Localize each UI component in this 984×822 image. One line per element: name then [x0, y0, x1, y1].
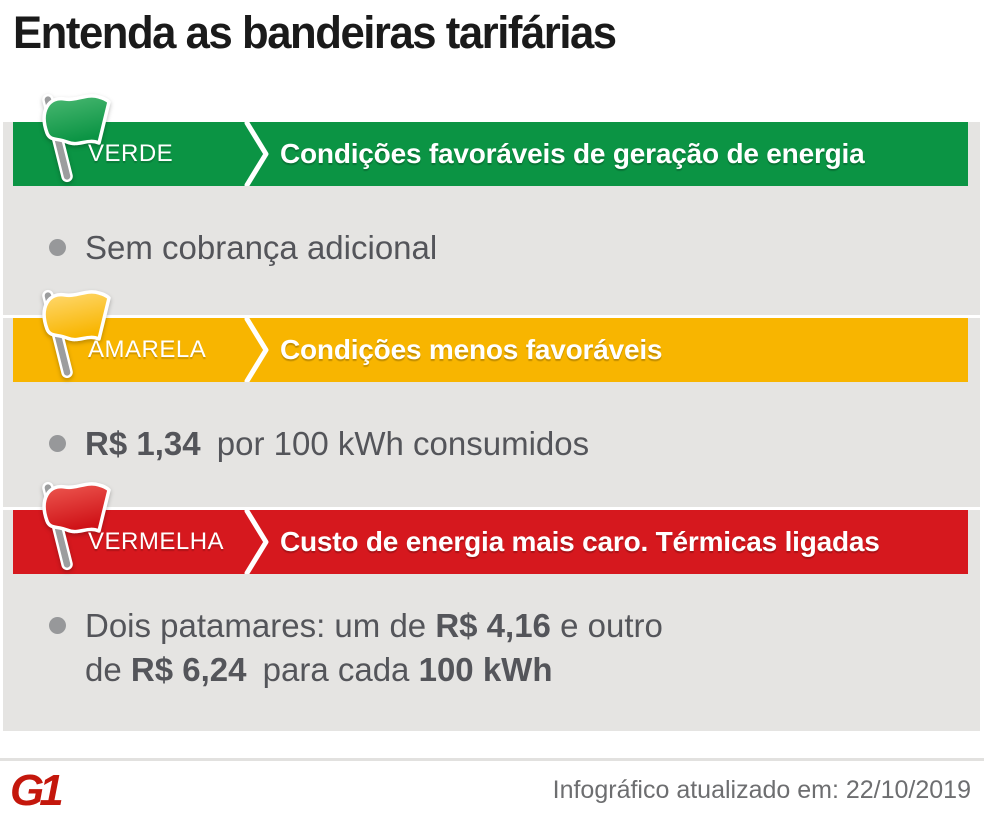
text-segment: para cada: [253, 651, 419, 688]
chevron-right-icon: [244, 316, 270, 384]
text-segment: por 100 kWh consumidos: [207, 425, 590, 462]
band-verde-description: Condições favoráveis de geração de energ…: [280, 138, 865, 169]
band-verde-label: VERDE: [88, 140, 174, 167]
text-segment: R$ 4,16: [435, 607, 551, 644]
g1-logo-text: G1: [10, 770, 62, 812]
text-segment: R$ 1,34: [85, 425, 201, 462]
band-amarela-label: AMARELA: [88, 336, 207, 363]
bullet-vermelha: Dois patamares: um de R$ 4,16 e outro de…: [49, 604, 663, 692]
bullet-amarela: R$ 1,34 por 100 kWh consumidos: [49, 422, 589, 466]
chevron-right-icon: [244, 508, 270, 576]
g1-logo: G1: [10, 766, 82, 815]
green-flag-icon: [29, 91, 115, 187]
bullet-line: de R$ 6,24 para cada 100 kWh: [85, 648, 663, 692]
band-amarela-description: Condições menos favoráveis: [280, 334, 663, 365]
red-flag-icon: [29, 479, 115, 575]
footer-note: Infográfico atualizado em: 22/10/2019: [552, 776, 971, 804]
page-title: Entenda as bandeiras tarifárias: [13, 7, 617, 58]
bullet-line: R$ 1,34 por 100 kWh consumidos: [85, 422, 589, 466]
bullet-line: Sem cobrança adicional: [85, 226, 437, 270]
text-segment: e outro: [550, 607, 663, 644]
bullet-dot-icon: [49, 617, 66, 634]
band-vermelha: VERMELHA Custo de energia mais caro. Tér…: [13, 481, 968, 576]
yellow-flag-icon: [29, 287, 115, 383]
footer-divider: [0, 758, 984, 761]
text-segment: de: [85, 651, 131, 688]
section-amarela: AMARELA Condições menos favoráveis R$ 1,…: [3, 289, 980, 507]
bullet-verde: Sem cobrança adicional: [49, 226, 437, 270]
chevron-right-icon: [244, 120, 270, 188]
band-verde: VERDE Condições favoráveis de geração de…: [13, 93, 968, 188]
bullet-dot-icon: [49, 239, 66, 256]
text-segment: R$ 6,24: [130, 651, 247, 688]
section-vermelha: VERMELHA Custo de energia mais caro. Tér…: [3, 481, 980, 731]
text-segment: Dois patamares: um de: [85, 607, 436, 644]
band-vermelha-label: VERMELHA: [88, 528, 225, 555]
bullet-dot-icon: [49, 435, 66, 452]
band-amarela: AMARELA Condições menos favoráveis: [13, 289, 968, 384]
band-vermelha-description: Custo de energia mais caro. Térmicas lig…: [280, 526, 880, 557]
section-verde: VERDE Condições favoráveis de geração de…: [3, 93, 980, 315]
text-segment: 100 kWh: [418, 651, 553, 688]
text-segment: Sem cobrança adicional: [85, 229, 438, 266]
bullet-line: Dois patamares: um de R$ 4,16 e outro: [85, 604, 663, 648]
